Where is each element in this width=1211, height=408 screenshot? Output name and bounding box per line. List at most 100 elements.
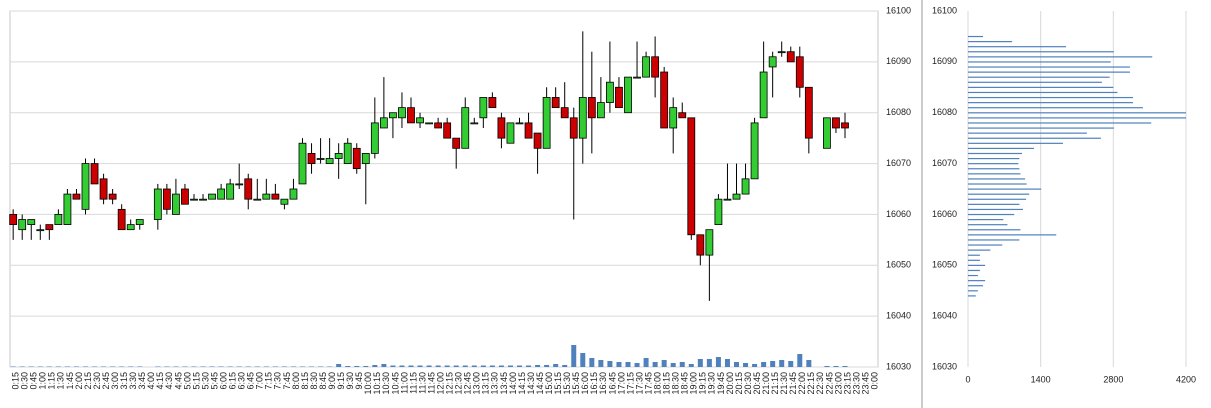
volume-bar [281,366,287,367]
x-tick-label: 1:15 [47,372,57,390]
profile-bar [968,208,1024,211]
candle-body [54,214,63,226]
candle-body [470,122,479,125]
x-tick-label: 12:15 [445,372,455,395]
x-tick-label: 5:15 [191,372,201,390]
x-tick-label: 12:00 [435,372,445,395]
volume-bar [643,358,649,367]
volume-bar [227,366,233,367]
volume-bar [46,366,52,367]
x-tick-label: 1400 [1031,374,1051,384]
x-tick-label: 10:00 [363,372,373,395]
y-tick-label: 16030 [932,361,957,371]
x-tick-label: 2:45 [101,372,111,390]
volume-bar [697,359,703,367]
volume-bar [10,366,16,367]
volume-bar [779,360,785,367]
candle-body [569,117,578,139]
x-tick-label: 9:15 [336,372,346,390]
profile-bar [968,107,1143,109]
candle-body [325,158,334,164]
volume-bar [516,365,522,367]
candle-body [777,51,786,54]
profile-bar [968,188,1042,190]
candle-body [506,122,515,144]
x-tick-label: 2:30 [92,372,102,390]
candle-body [841,122,849,129]
volume-bar [408,365,414,367]
volume-bar [733,362,739,367]
candle-body [334,152,343,159]
candle-body [153,188,162,220]
x-tick-label: 21:45 [788,372,798,395]
profile-bar [968,61,1111,63]
profile-bar [968,224,1008,226]
profile-bar [968,290,978,292]
x-tick-label: 0:00 [869,372,879,390]
profile-bar [968,198,1027,200]
candle-body [407,107,415,124]
x-tick-label: 17:30 [634,372,644,395]
candle-body [452,137,461,149]
x-tick-label: 16:15 [589,372,599,395]
volume-bar [272,366,278,367]
x-tick-label: 16:45 [607,372,617,395]
y-tick-label: 16100 [932,5,957,15]
volume-bar [634,363,640,367]
volume-bar [489,365,495,367]
candle-body [343,142,352,164]
candle-body [786,51,795,63]
profile-bar [968,152,1022,155]
candle-body [443,122,452,139]
x-tick-label: 4:15 [155,372,165,390]
profile-bar [968,86,1114,88]
candle-body [162,188,171,210]
volume-bar [64,366,70,367]
candle-body [551,97,560,109]
profile-bar [968,274,978,277]
candle-body [352,147,361,170]
profile-bar [968,41,1013,43]
y-tick-label: 16040 [932,311,957,321]
x-tick-label: 9:45 [354,372,364,390]
x-tick-label: 0 [965,374,970,384]
candle-body [181,188,189,205]
x-tick-label: 6:00 [218,372,228,390]
x-tick-label: 13:45 [499,372,509,395]
profile-bar [968,46,1067,48]
x-tick-label: 11:45 [426,372,436,394]
x-tick-label: 22:15 [806,372,816,395]
volume-bar [37,366,43,367]
x-tick-label: 14:45 [535,372,545,395]
volume-bar [28,366,34,367]
x-tick-label: 21:00 [761,372,771,395]
candle-body [262,193,271,200]
candle-body [669,107,678,129]
x-tick-label: 11:15 [408,372,418,394]
x-tick-label: 1:45 [65,372,75,390]
profile-bar [968,102,1134,104]
profile-bar [968,71,1130,73]
x-tick-label: 19:45 [716,372,726,395]
x-tick-label: 0:30 [20,372,30,390]
x-tick-label: 13:30 [490,372,500,395]
candle-body [578,97,587,139]
candle-body [18,219,27,231]
volume-bar [580,353,586,367]
y-tick-label: 16100 [886,5,911,15]
candle-body [560,107,569,119]
x-tick-label: 15:00 [544,372,554,395]
volume-bar [598,360,604,367]
x-tick-label: 2800 [1103,374,1123,384]
volume-bar [833,366,839,367]
candle-body [226,183,235,200]
candle-body [533,132,542,149]
volume-bar [254,366,260,367]
candle-body [307,152,316,164]
candle-body [515,122,524,125]
x-tick-label: 15:45 [571,372,581,395]
y-tick-label: 16050 [886,260,911,270]
volume-bar [607,361,613,367]
profile-bar [968,163,1019,165]
profile-bar [968,213,1015,216]
